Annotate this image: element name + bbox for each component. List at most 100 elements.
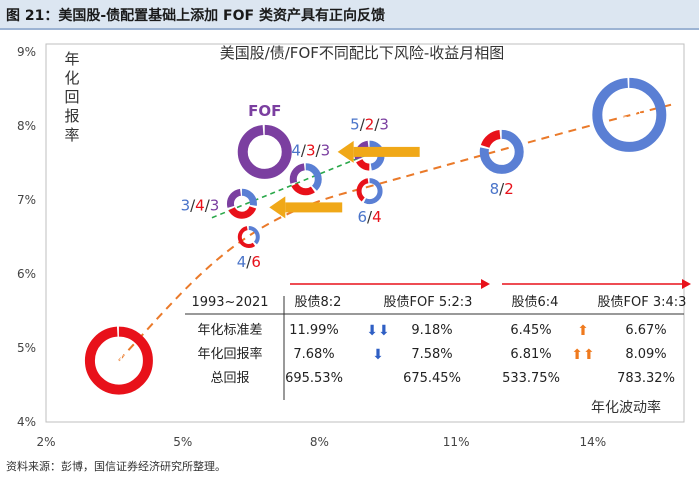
bond-segment	[84, 326, 153, 395]
point-label-part: 4	[291, 141, 301, 159]
point-label-part: 3	[210, 197, 220, 215]
point-label-part: 3	[321, 141, 331, 159]
increase-arrow: ⬆⬆	[571, 347, 594, 363]
table-col-header: 股债8:2	[295, 295, 342, 310]
point-s4b6	[237, 226, 260, 248]
point-label-part: 3	[306, 141, 316, 159]
y-axis-label-char: 报	[64, 107, 79, 125]
point-label-part: 4	[195, 197, 205, 215]
group2-bracket-head	[682, 279, 691, 289]
table-col-header: 股债FOF 3:4:3	[598, 295, 687, 310]
stock-segment	[356, 178, 383, 205]
point-label-part: /	[367, 208, 373, 226]
all-stock-label: 全股	[616, 108, 642, 124]
point-label-part: 6	[357, 208, 367, 226]
point-fof	[237, 124, 292, 179]
arrow-to-5-2-3-head	[337, 140, 354, 163]
y-axis-label-char: 回	[64, 88, 79, 106]
point-label-part: 5	[350, 116, 360, 134]
point-label-part: /	[316, 141, 322, 159]
point-all-bond	[84, 326, 153, 395]
point-s6b4	[356, 178, 383, 205]
table-cell: 6.45%	[510, 323, 551, 338]
point-label-part: /	[499, 180, 505, 198]
table-row-name: 年化标准差	[197, 323, 262, 338]
decrease-arrow: ⬇⬇	[366, 323, 389, 339]
stock-segment	[479, 129, 524, 174]
figure-title-bar: 图 21：美国股-债配置基础上添加 FOF 类资产具有正向反馈	[0, 0, 699, 30]
table-cell: 7.68%	[293, 347, 334, 362]
x-tick-label: 5%	[173, 435, 192, 449]
y-tick-label: 6%	[17, 267, 36, 281]
x-tick-label: 14%	[580, 435, 607, 449]
y-tick-label: 4%	[17, 415, 36, 429]
source-note: 资料来源：彭博，国信证券经济研究所整理。	[6, 460, 226, 473]
point-all-stock	[592, 77, 667, 152]
group1-bracket-head	[481, 279, 490, 289]
point-s3b4f3	[226, 188, 257, 219]
y-tick-label: 5%	[17, 341, 36, 355]
y-tick-label: 7%	[17, 193, 36, 207]
x-axis-label: 年化波动率	[591, 399, 661, 416]
fof-segment	[237, 124, 292, 179]
point-s8b2	[479, 129, 524, 174]
point-label-part: /	[190, 197, 196, 215]
arrow-to-3-4-3-head	[269, 196, 286, 219]
point-label-part: 3	[379, 116, 389, 134]
x-tick-label: 11%	[443, 435, 470, 449]
point-label-part: /	[301, 141, 307, 159]
point-label-part: 2	[365, 116, 375, 134]
point-label: 4/6	[237, 253, 261, 271]
table-cell: 11.99%	[289, 323, 339, 338]
point-label-part: 4	[372, 208, 382, 226]
point-label-part: 2	[504, 180, 514, 198]
figure-title: 图 21：美国股-债配置基础上添加 FOF 类资产具有正向反馈	[6, 8, 385, 24]
bond-segment	[237, 226, 260, 248]
point-label-part: /	[246, 253, 252, 271]
fof-frontier-line	[211, 148, 380, 219]
stock-segment	[289, 163, 322, 196]
arrow-to-5-2-3-shaft	[353, 146, 420, 157]
all-bond-label: 全债	[106, 354, 132, 370]
y-tick-label: 9%	[17, 45, 36, 59]
x-tick-label: 2%	[36, 435, 55, 449]
bond-segment	[226, 188, 257, 219]
point-label-part: 6	[251, 253, 261, 271]
x-tick-label: 8%	[310, 435, 329, 449]
bond-segment	[356, 178, 383, 205]
point-label: 5/2/3	[350, 116, 389, 134]
table-row-name: 年化回报率	[197, 346, 262, 362]
fof-segment	[226, 188, 257, 219]
arrow-to-3-4-3-shaft	[285, 202, 343, 213]
table-row-name: 总回报	[210, 371, 249, 386]
point-label-part: 3	[181, 197, 191, 215]
increase-arrow: ⬆	[577, 323, 589, 339]
y-axis-label-char: 年	[64, 50, 79, 68]
bond-segment	[289, 163, 322, 196]
y-axis-label-char: 化	[64, 69, 79, 87]
point-label: 6/4	[357, 208, 381, 226]
y-axis-label-char: 率	[64, 126, 79, 144]
table-cell: 675.45%	[403, 371, 461, 386]
point-label-part: /	[374, 116, 380, 134]
table-cell: 6.81%	[510, 347, 551, 362]
table-period: 1993~2021	[191, 295, 268, 310]
table-col-header: 股债6:4	[512, 295, 559, 310]
stock-segment	[237, 226, 260, 248]
decrease-arrow: ⬇	[372, 347, 384, 363]
point-label: 4/3/3	[291, 141, 330, 159]
fof-segment	[289, 163, 322, 196]
stock-segment	[226, 188, 257, 219]
point-label: 3/4/3	[181, 197, 220, 215]
table-cell: 533.75%	[502, 371, 560, 386]
table-cell: 9.18%	[411, 323, 452, 338]
point-label: 8/2	[490, 180, 514, 198]
chart-title: 美国股/债/FOF不同配比下风险-收益月相图	[220, 44, 505, 62]
comparison-table: 1993~2021 股债8:2 股债FOF 5:2:3 股债6:4 股债FOF 3:4:…	[185, 279, 691, 400]
point-label-part: 4	[237, 253, 247, 271]
point-label-part: /	[360, 116, 366, 134]
y-axis-label: 年化回报率	[64, 50, 79, 144]
efficient-frontier-line	[118, 102, 676, 362]
table-cell: 783.32%	[617, 371, 675, 386]
point-label-part: /	[205, 197, 211, 215]
